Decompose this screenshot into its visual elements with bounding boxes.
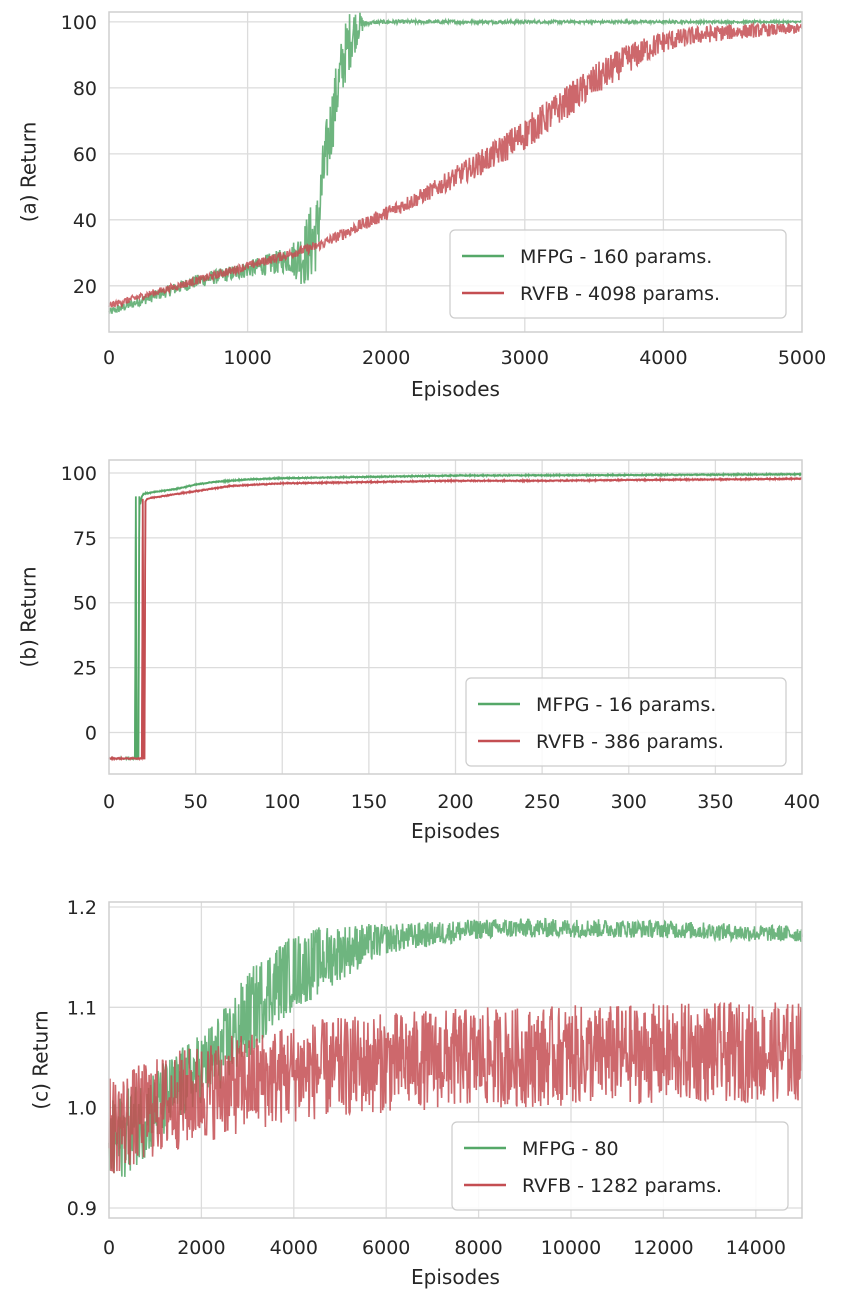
y-axis-label: (c) Return [29,1010,53,1109]
x-tick-label: 0 [103,347,115,369]
y-axis-label: (b) Return [17,566,41,667]
legend-box [449,229,787,319]
legend-label: RVFB - 4098 params. [520,283,720,305]
legend-label: RVFB - 386 params. [536,731,724,753]
series-line-exact [109,477,803,760]
chart-panel-1: 0 1000 2000 3000 4000 5000 20 40 60 80 100 Episodes… [17,11,826,401]
x-tick-label: 350 [697,791,733,813]
legend: MFPG - 80 RVFB - 1282 params. [451,1121,789,1211]
x-tick-label: 10000 [541,1237,601,1259]
x-tick-label: 12000 [633,1237,693,1259]
x-tick-label: 150 [351,791,387,813]
y-tick-label: 0 [85,722,97,744]
y-tick-label: 75 [73,528,97,550]
series-line-rvfb [108,1001,803,1174]
x-tick-label: 50 [184,791,208,813]
x-tick-label: 400 [784,791,820,813]
y-tick-label: 60 [73,144,97,166]
legend-label: RVFB - 1282 params. [522,1175,722,1197]
y-tick-label: 0.9 [67,1198,97,1220]
y-tick-label: 1.1 [67,997,97,1019]
y-tick-label: 50 [73,593,97,615]
x-tick-label: 250 [524,791,560,813]
x-axis-label: Episodes [411,819,500,843]
legend-label: MFPG - 160 params. [520,246,712,268]
legend-label: MFPG - 16 params. [536,694,716,716]
y-axis-label: (a) Return [17,122,41,223]
y-tick-label: 80 [73,78,97,100]
y-tick-label: 1.2 [67,897,97,919]
x-tick-label: 14000 [726,1237,786,1259]
x-tick-label: 0 [103,1237,115,1259]
axes-frame [108,459,803,775]
x-tick-label: 2000 [362,347,410,369]
axes-frame [108,901,803,1219]
legend-label: MFPG - 80 [522,1138,619,1160]
x-axis-label: Episodes [411,1265,500,1289]
series-line-rvfb [108,21,803,309]
y-tick-label: 25 [73,658,97,680]
chart-panel-2: 0 50 100 150 200 250 300 350 400 0 25 50 75 100 Episod… [17,459,820,843]
y-tick-label: 100 [61,12,97,34]
x-tick-label: 200 [437,791,473,813]
y-tick-label: 100 [61,463,97,485]
x-tick-label: 6000 [362,1237,410,1259]
x-tick-label: 2000 [177,1237,225,1259]
chart-panel-3: 0 2000 4000 6000 8000 10000 12000 14000 0.9 1.0 1.… [29,897,803,1289]
legend: MFPG - 16 params. RVFB - 386 params. [465,677,787,767]
x-tick-label: 1000 [223,347,271,369]
x-tick-label: 8000 [454,1237,502,1259]
x-tick-label: 100 [264,791,300,813]
x-tick-label: 4000 [639,347,687,369]
legend-box [451,1121,789,1211]
y-tick-label: 20 [73,276,97,298]
y-tick-label: 40 [73,210,97,232]
axes-frame [108,11,803,333]
x-tick-label: 300 [611,791,647,813]
x-tick-label: 0 [103,791,115,813]
x-axis-label: Episodes [411,377,500,401]
y-tick-label: 1.0 [67,1098,97,1120]
legend: MFPG - 160 params. RVFB - 4098 params. [449,229,787,319]
x-tick-label: 3000 [501,347,549,369]
series-line-mfpg [108,917,803,1177]
x-tick-label: 5000 [778,347,826,369]
x-tick-label: 4000 [270,1237,318,1259]
legend-box [465,677,787,767]
